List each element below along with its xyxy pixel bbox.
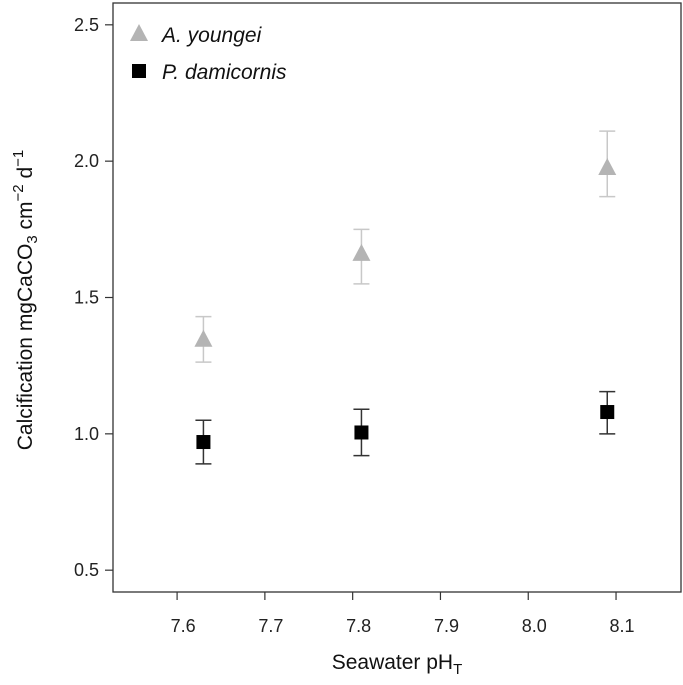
y-tick-label: 2.0 [74, 151, 99, 171]
y-axis-title-part: cm [14, 201, 37, 235]
x-axis-title-subscript: T [453, 661, 462, 678]
y-tick-label: 2.5 [74, 15, 99, 35]
data-point-square [354, 425, 369, 440]
data-point-triangle [352, 243, 371, 261]
x-tick-label: 7.7 [258, 616, 283, 636]
x-axis-title-main: Seawater pH [332, 651, 453, 674]
x-tick-label: 8.1 [610, 616, 635, 636]
legend-label: P. damicornis [162, 61, 287, 84]
data-point-triangle [194, 329, 213, 347]
y-tick-label: 0.5 [74, 560, 99, 580]
legend-marker [130, 24, 148, 41]
plot-frame [112, 2, 682, 593]
y-axis-title-superscript: −2 [10, 184, 27, 201]
y-axis-title: Calcification mgCaCO3 cm−2 d−1 [10, 150, 41, 450]
legend-label: A. youngei [160, 24, 263, 47]
y-axis-title-part: Calcification mgCaCO [14, 244, 37, 451]
y-tick-label: 1.5 [74, 288, 99, 308]
data-point-square [196, 435, 211, 450]
x-tick-label: 7.8 [346, 616, 371, 636]
data-point-triangle [598, 157, 617, 175]
x-tick-label: 7.6 [171, 616, 196, 636]
y-axis-title-subscript: 3 [24, 235, 41, 243]
x-tick-label: 7.9 [434, 616, 459, 636]
y-tick-label: 1.0 [74, 424, 99, 444]
y-axis-title-superscript: −1 [10, 150, 27, 167]
x-tick-label: 8.0 [522, 616, 547, 636]
data-point-square [600, 405, 615, 420]
legend-marker [132, 64, 146, 78]
x-axis-title: Seawater pHT [332, 651, 463, 678]
y-axis-title-part: d [14, 167, 37, 185]
